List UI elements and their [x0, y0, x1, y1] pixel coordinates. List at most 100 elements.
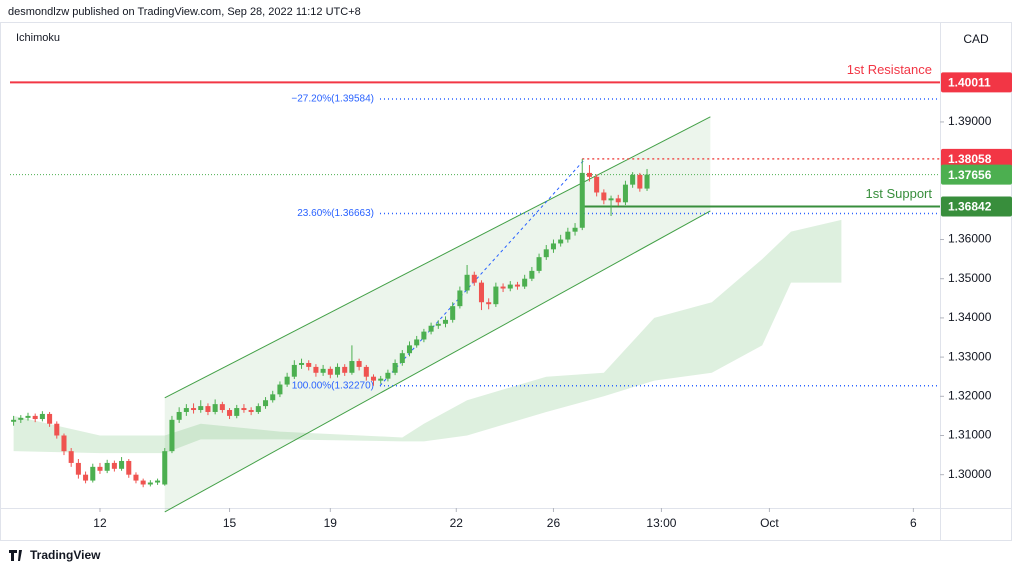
candle-body [399, 353, 405, 363]
candle-body [176, 411, 182, 420]
candle-body [39, 413, 45, 420]
ichimoku-cloud [13, 219, 842, 454]
candle-body [205, 406, 211, 412]
y-tick-label: 1.39000 [948, 114, 992, 128]
candle-body [486, 302, 492, 305]
candle-body [370, 376, 377, 381]
candle-body [356, 361, 362, 367]
candle-body [406, 345, 413, 354]
candle-body [111, 462, 117, 469]
channel-fill [164, 116, 711, 512]
candle-body [219, 404, 225, 411]
x-tick-label: Oct [760, 516, 779, 530]
candle-body [457, 290, 463, 307]
candle-body [284, 376, 290, 385]
candle-body [630, 174, 636, 185]
candle-body [579, 172, 585, 228]
candle-body [334, 366, 341, 375]
x-tick-label: 12 [93, 516, 107, 530]
candle-body [227, 410, 233, 416]
level-tag: 1.36842 [948, 200, 992, 214]
candle-body [54, 423, 60, 436]
candle-body [493, 286, 499, 305]
candle-body [183, 408, 189, 412]
candle-body [198, 406, 204, 411]
candle-body [255, 406, 261, 412]
x-tick-label: 15 [223, 516, 237, 530]
candle-body [428, 325, 434, 332]
candle-body [514, 284, 520, 287]
logo-mark [9, 550, 22, 561]
candle-body [75, 462, 81, 475]
y-tick-label: 1.30000 [948, 467, 992, 481]
candle-body [558, 239, 564, 244]
candle-body [385, 372, 391, 379]
candle-body [104, 462, 110, 471]
candle-body [119, 460, 125, 469]
candle-body [320, 368, 326, 373]
candle-body [90, 466, 96, 481]
candle-body [363, 366, 369, 377]
candle-body [97, 466, 103, 471]
candle-body [61, 435, 67, 452]
candle-body [471, 274, 477, 283]
candle-body [349, 361, 355, 373]
candle-body [529, 270, 535, 279]
candle-body [421, 331, 427, 340]
candle-body [47, 413, 53, 424]
candle-body [25, 415, 31, 418]
channel-line [164, 116, 711, 399]
candle-body [615, 198, 621, 203]
last-price-tag: 1.37656 [948, 168, 992, 182]
x-tick-label: 13:00 [646, 516, 676, 530]
level-name: 1st Support [866, 186, 933, 201]
frame [0, 22, 1012, 541]
candle-body [543, 249, 549, 258]
level-tag-bg [941, 72, 1012, 93]
candle-body [133, 474, 139, 481]
candle-body [644, 174, 650, 189]
candle-body [299, 362, 305, 365]
high-tag: 1.38058 [948, 152, 992, 166]
fib-label: 23.60%(1.36663) [297, 208, 374, 219]
candle-body [327, 368, 333, 375]
candle-body [435, 323, 441, 326]
candle-body [126, 460, 132, 475]
candle-body [18, 417, 24, 420]
candle-body [608, 198, 614, 201]
candle-body [83, 474, 89, 481]
candle-body [536, 257, 542, 271]
last-price-tag-bg [941, 164, 1012, 185]
level-name: 1st Resistance [847, 62, 932, 77]
candle-body [601, 192, 607, 201]
currency: CAD [963, 32, 989, 46]
candle-body [313, 366, 319, 373]
y-tick-label: 1.35000 [948, 271, 992, 285]
candle-body [572, 227, 578, 232]
candle-body [241, 408, 247, 411]
candle-body [32, 415, 38, 420]
candle-body [414, 339, 420, 346]
candle-body [478, 282, 484, 303]
candle-body [191, 408, 197, 411]
publisher: desmondlzw published on TradingView.com,… [8, 6, 361, 18]
candle-body [594, 176, 600, 193]
fib-trend [379, 158, 586, 387]
level-tag-bg [941, 196, 1012, 217]
y-tick-label: 1.32000 [948, 388, 992, 402]
high-tag-bg [941, 148, 1012, 169]
candle-body [306, 362, 312, 367]
y-tick-label: 1.31000 [948, 428, 992, 442]
candle-body [442, 319, 449, 324]
x-tick-label: 6 [910, 516, 917, 530]
candle-body [586, 172, 592, 177]
candle-body [550, 243, 556, 250]
footer-brand: TradingView [30, 548, 101, 562]
indicator-label: Ichimoku [16, 32, 60, 44]
candle-body [450, 306, 456, 320]
candle-body [622, 184, 628, 203]
candle-body [291, 364, 297, 377]
channel-line [164, 210, 711, 513]
fib-label: −27.20%(1.39584) [291, 94, 374, 105]
